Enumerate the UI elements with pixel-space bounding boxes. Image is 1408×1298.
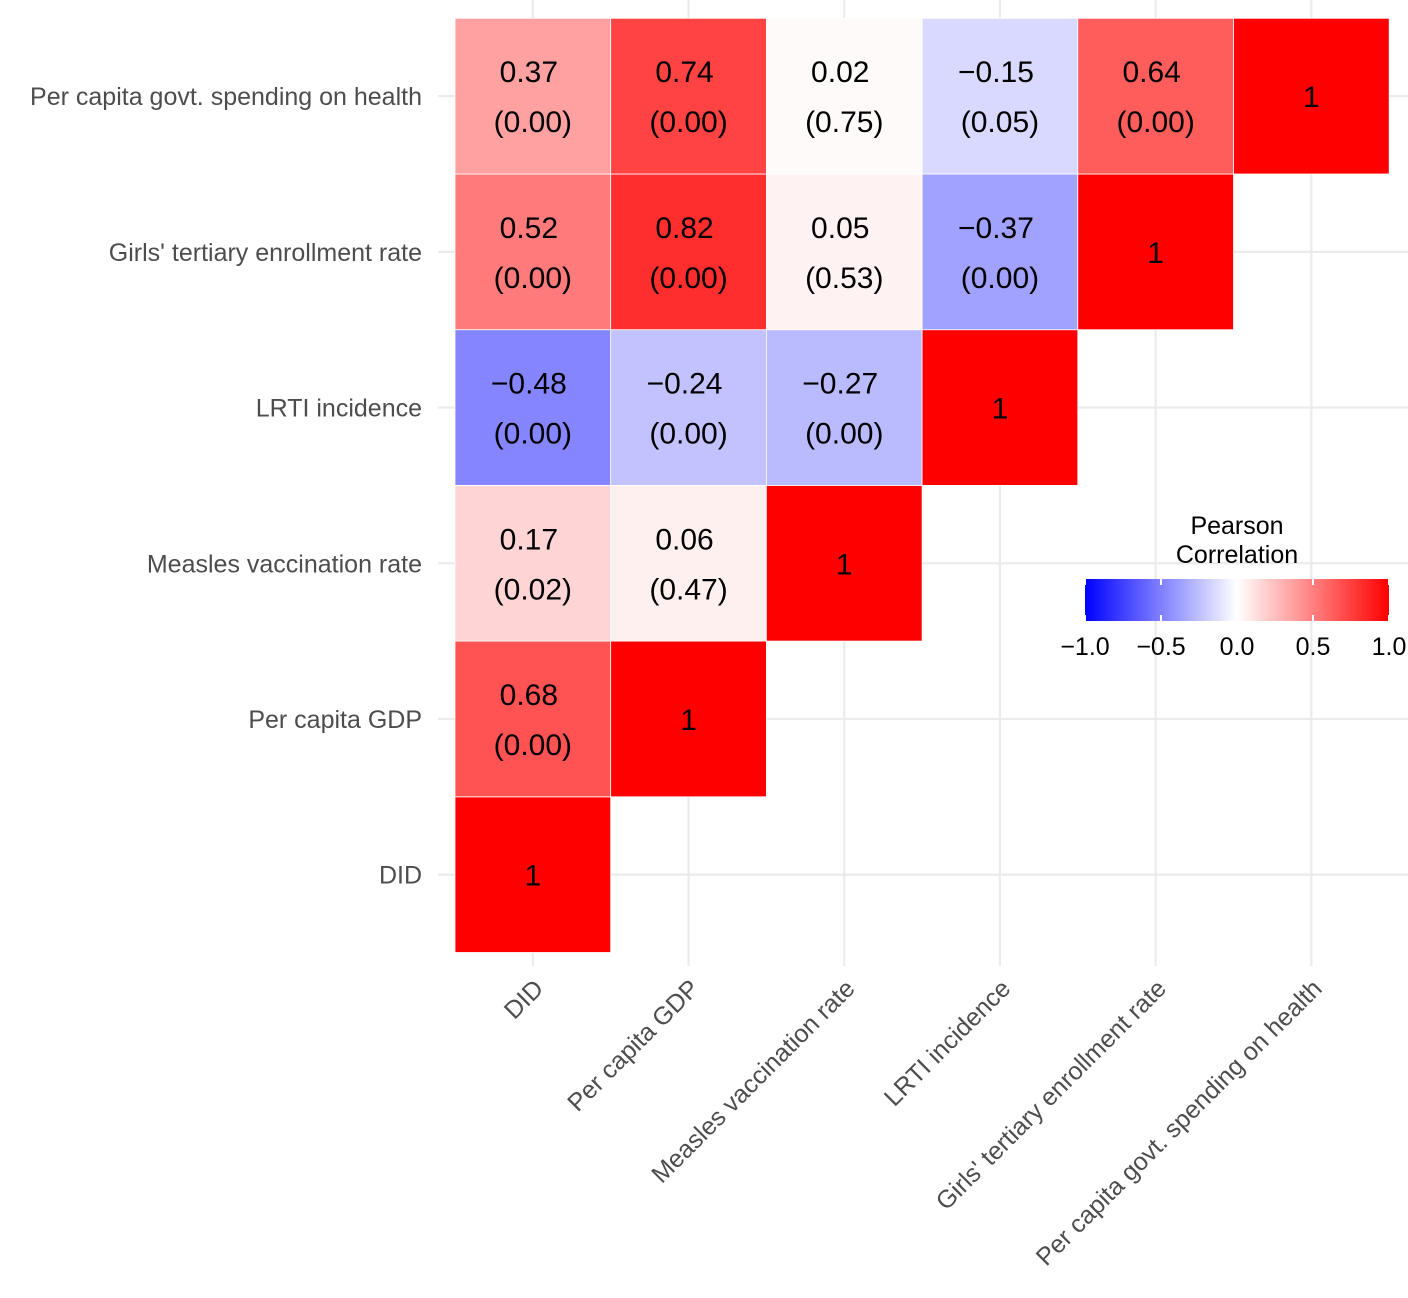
- cell-value-lrti-incidence--measles-vaccination-rate: −0.27: [802, 368, 878, 401]
- cell-labels: 1 0.68 (0.00) 1 0.17 (0.02) 0.06 (0.47) 1 −0.48 (0…: [491, 56, 1320, 893]
- y-label-lrti-incidence: LRTI incidence: [256, 395, 422, 423]
- tile-lrti-incidence--lrti-incidence: [921, 329, 1079, 486]
- cell-value-per-capita-gdp--per-capita-gdp: 1: [680, 704, 697, 737]
- tile-measles-vaccination-rate--did: [454, 484, 612, 642]
- tile-per-capita-gdp--per-capita-gdp: [610, 640, 767, 798]
- tile-per-capita-govt-spending-on-health--girls-tertiary-enrollment-rate: [1077, 17, 1234, 175]
- cell-value-measles-vaccination-rate--measles-vaccination-rate: 1: [836, 548, 853, 581]
- cell-value-per-capita-govt-spending-on-health--per-capita-gdp: 0.74: [655, 56, 713, 89]
- cell-pvalue-per-capita-govt-spending-on-health--per-capita-gdp: (0.00): [649, 106, 727, 139]
- cell-value-lrti-incidence--per-capita-gdp: −0.24: [647, 368, 723, 401]
- tile-girls-tertiary-enrollment-rate--lrti-incidence: [921, 173, 1079, 331]
- tile-per-capita-govt-spending-on-health--per-capita-govt-spending-on-health: [1233, 17, 1390, 175]
- tile-per-capita-govt-spending-on-health--per-capita-gdp: [610, 17, 767, 175]
- cell-value-measles-vaccination-rate--per-capita-gdp: 0.06: [655, 523, 713, 556]
- y-label-measles-vaccination-rate: Measles vaccination rate: [147, 550, 422, 578]
- legend-tick-label: −1.0: [1060, 633, 1109, 661]
- cell-value-girls-tertiary-enrollment-rate--did: 0.52: [500, 212, 558, 245]
- cell-pvalue-girls-tertiary-enrollment-rate--did: (0.00): [494, 262, 572, 295]
- cell-pvalue-girls-tertiary-enrollment-rate--lrti-incidence: (0.00): [961, 262, 1039, 295]
- cell-value-per-capita-govt-spending-on-health--per-capita-govt-spending-on-health: 1: [1303, 81, 1320, 114]
- cell-pvalue-lrti-incidence--per-capita-gdp: (0.00): [649, 418, 727, 451]
- y-label-did: DID: [379, 862, 422, 890]
- cell-value-girls-tertiary-enrollment-rate--measles-vaccination-rate: 0.05: [811, 212, 869, 245]
- tile-measles-vaccination-rate--measles-vaccination-rate: [766, 484, 923, 642]
- legend-title-line2: Correlation: [1176, 541, 1298, 569]
- heatmap-tiles: [454, 17, 1390, 953]
- cell-value-did--did: 1: [525, 860, 542, 893]
- cell-pvalue-per-capita-gdp--did: (0.00): [494, 729, 572, 762]
- cell-value-lrti-incidence--lrti-incidence: 1: [992, 393, 1009, 426]
- tile-girls-tertiary-enrollment-rate--girls-tertiary-enrollment-rate: [1077, 173, 1234, 331]
- legend: Pearson Correlation −1.0 −0.5 0.0 0.5 1.0: [1060, 512, 1406, 661]
- cell-pvalue-per-capita-govt-spending-on-health--did: (0.00): [494, 106, 572, 139]
- cell-value-per-capita-govt-spending-on-health--did: 0.37: [500, 56, 558, 89]
- y-axis-labels: DID Per capita GDP Measles vaccination rat…: [30, 83, 422, 890]
- tile-measles-vaccination-rate--per-capita-gdp: [610, 484, 767, 642]
- legend-ticks: −1.0 −0.5 0.0 0.5 1.0: [1060, 579, 1406, 661]
- cell-value-lrti-incidence--did: −0.48: [491, 368, 567, 401]
- cell-value-girls-tertiary-enrollment-rate--per-capita-gdp: 0.82: [655, 212, 713, 245]
- tile-lrti-incidence--measles-vaccination-rate: [766, 329, 923, 486]
- cell-value-girls-tertiary-enrollment-rate--girls-tertiary-enrollment-rate: 1: [1147, 237, 1164, 270]
- cell-value-per-capita-govt-spending-on-health--lrti-incidence: −0.15: [958, 56, 1034, 89]
- y-label-per-capita-gdp: Per capita GDP: [248, 706, 422, 734]
- tile-per-capita-govt-spending-on-health--did: [454, 17, 612, 175]
- cell-value-per-capita-gdp--did: 0.68: [500, 679, 558, 712]
- y-label-girls-tertiary-enrollment-rate: Girls' tertiary enrollment rate: [109, 239, 422, 267]
- cell-pvalue-per-capita-govt-spending-on-health--girls-tertiary-enrollment-rate: (0.00): [1116, 106, 1194, 139]
- tile-girls-tertiary-enrollment-rate--per-capita-gdp: [610, 173, 767, 331]
- legend-tick-label: 0.5: [1296, 633, 1331, 661]
- cell-pvalue-measles-vaccination-rate--did: (0.02): [494, 573, 572, 606]
- cell-pvalue-lrti-incidence--measles-vaccination-rate: (0.00): [805, 418, 883, 451]
- tile-girls-tertiary-enrollment-rate--measles-vaccination-rate: [766, 173, 923, 331]
- legend-title-line1: Pearson: [1190, 512, 1283, 540]
- cell-pvalue-measles-vaccination-rate--per-capita-gdp: (0.47): [649, 573, 727, 606]
- legend-colorbar: [1085, 579, 1389, 621]
- cell-value-per-capita-govt-spending-on-health--measles-vaccination-rate: 0.02: [811, 56, 869, 89]
- tile-girls-tertiary-enrollment-rate--did: [454, 173, 612, 331]
- tile-per-capita-govt-spending-on-health--measles-vaccination-rate: [766, 17, 923, 175]
- cell-pvalue-lrti-incidence--did: (0.00): [494, 418, 572, 451]
- cell-pvalue-per-capita-govt-spending-on-health--measles-vaccination-rate: (0.75): [805, 106, 883, 139]
- tile-per-capita-govt-spending-on-health--lrti-incidence: [921, 17, 1079, 175]
- legend-tick-label: −0.5: [1136, 633, 1185, 661]
- legend-tick-label: 0.0: [1220, 633, 1255, 661]
- cell-value-measles-vaccination-rate--did: 0.17: [500, 523, 558, 556]
- tile-lrti-incidence--per-capita-gdp: [610, 329, 767, 486]
- y-label-per-capita-govt-spending-on-health: Per capita govt. spending on health: [30, 83, 422, 111]
- tile-did--did: [454, 796, 612, 953]
- tile-per-capita-gdp--did: [454, 640, 612, 798]
- cell-value-girls-tertiary-enrollment-rate--lrti-incidence: −0.37: [958, 212, 1034, 245]
- cell-pvalue-per-capita-govt-spending-on-health--lrti-incidence: (0.05): [961, 106, 1039, 139]
- tile-lrti-incidence--did: [454, 329, 612, 486]
- legend-tick-label: 1.0: [1372, 633, 1407, 661]
- cell-value-per-capita-govt-spending-on-health--girls-tertiary-enrollment-rate: 0.64: [1122, 56, 1180, 89]
- cell-pvalue-girls-tertiary-enrollment-rate--measles-vaccination-rate: (0.53): [805, 262, 883, 295]
- cell-pvalue-girls-tertiary-enrollment-rate--per-capita-gdp: (0.00): [649, 262, 727, 295]
